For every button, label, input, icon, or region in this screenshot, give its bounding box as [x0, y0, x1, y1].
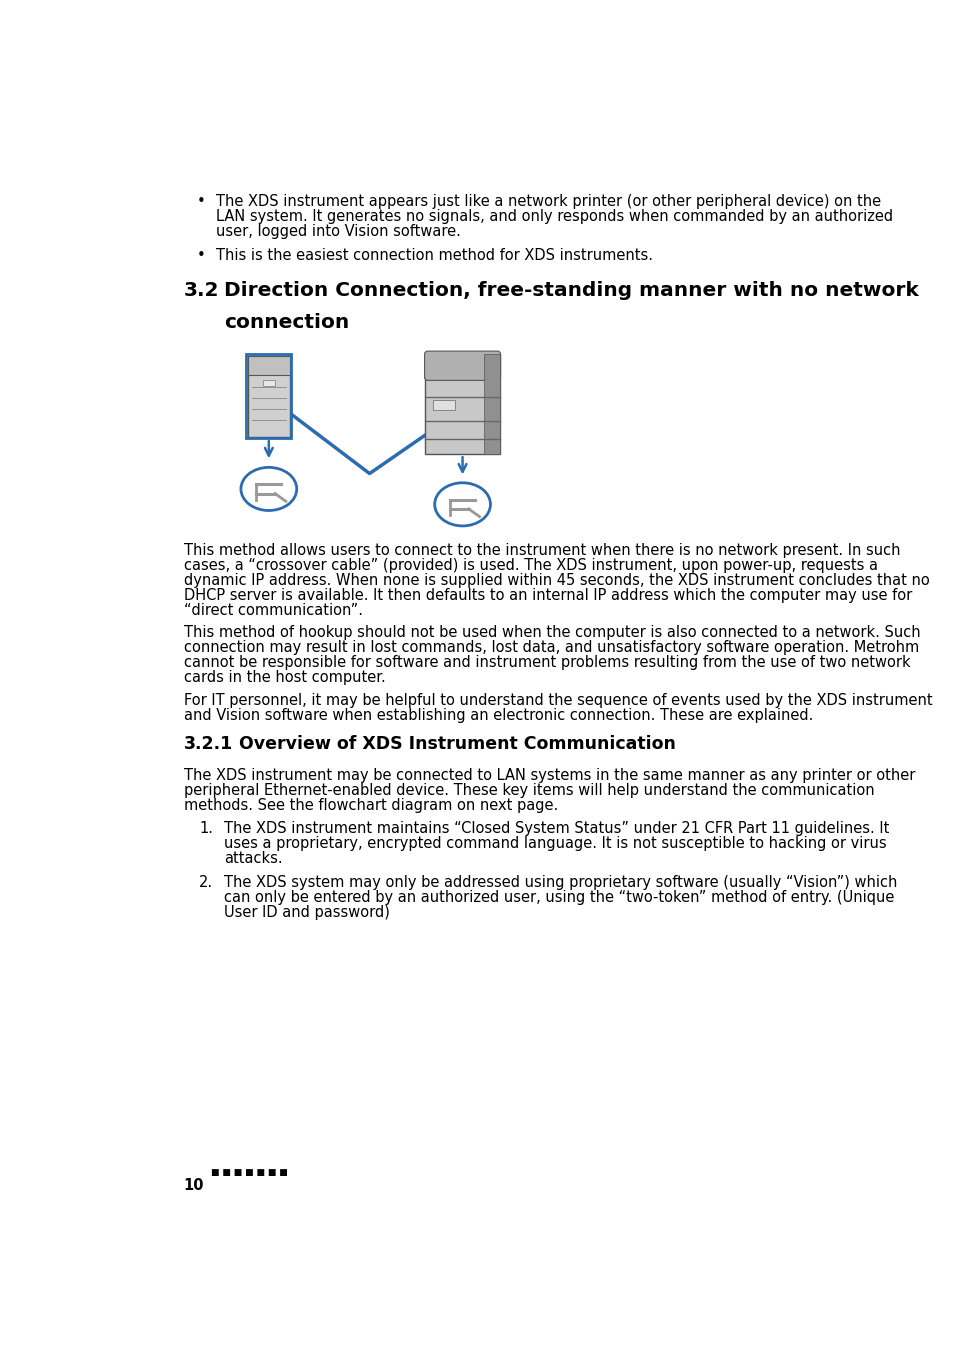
Text: 2.: 2. [199, 875, 213, 890]
Text: connection: connection [224, 313, 349, 332]
Text: uses a proprietary, encrypted command language. It is not susceptible to hacking: uses a proprietary, encrypted command la… [224, 836, 885, 850]
Text: The XDS instrument may be connected to LAN systems in the same manner as any pri: The XDS instrument may be connected to L… [183, 768, 914, 783]
FancyBboxPatch shape [248, 356, 290, 375]
Text: cases, a “crossover cable” (provided) is used. The XDS instrument, upon power-up: cases, a “crossover cable” (provided) is… [183, 558, 877, 572]
Text: •: • [196, 194, 205, 209]
Text: User ID and password): User ID and password) [224, 904, 390, 919]
Text: dynamic IP address. When none is supplied within 45 seconds, the XDS instrument : dynamic IP address. When none is supplie… [183, 572, 928, 587]
FancyBboxPatch shape [248, 356, 290, 436]
Text: This is the easiest connection method for XDS instruments.: This is the easiest connection method fo… [216, 248, 653, 263]
FancyBboxPatch shape [262, 379, 274, 386]
Text: 3.2.1: 3.2.1 [183, 734, 233, 753]
Text: user, logged into Vision software.: user, logged into Vision software. [216, 224, 460, 239]
Text: Direction Connection, free-standing manner with no network: Direction Connection, free-standing mann… [224, 281, 918, 301]
Text: ■ ■ ■ ■ ■ ■ ■: ■ ■ ■ ■ ■ ■ ■ [211, 1168, 287, 1177]
FancyBboxPatch shape [424, 351, 500, 381]
Text: The XDS instrument appears just like a network printer (or other peripheral devi: The XDS instrument appears just like a n… [216, 194, 881, 209]
Text: “direct communication”.: “direct communication”. [183, 603, 362, 618]
Ellipse shape [435, 483, 490, 526]
Text: 10: 10 [183, 1179, 204, 1193]
FancyBboxPatch shape [425, 354, 499, 455]
Text: connection may result in lost commands, lost data, and unsatisfactory software o: connection may result in lost commands, … [183, 640, 918, 656]
Text: Overview of XDS Instrument Communication: Overview of XDS Instrument Communication [239, 734, 676, 753]
Text: The XDS system may only be addressed using proprietary software (usually “Vision: The XDS system may only be addressed usi… [224, 875, 897, 890]
Text: 3.2: 3.2 [183, 281, 219, 301]
Text: This method of hookup should not be used when the computer is also connected to : This method of hookup should not be used… [183, 625, 920, 640]
Text: LAN system. It generates no signals, and only responds when commanded by an auth: LAN system. It generates no signals, and… [216, 209, 892, 224]
Text: This method allows users to connect to the instrument when there is no network p: This method allows users to connect to t… [183, 543, 899, 558]
Text: cards in the host computer.: cards in the host computer. [183, 671, 385, 686]
Text: •: • [196, 248, 205, 263]
Text: cannot be responsible for software and instrument problems resulting from the us: cannot be responsible for software and i… [183, 656, 909, 671]
Text: and Vision software when establishing an electronic connection. These are explai: and Vision software when establishing an… [183, 707, 812, 724]
Text: methods. See the flowchart diagram on next page.: methods. See the flowchart diagram on ne… [183, 798, 558, 813]
Text: The XDS instrument maintains “Closed System Status” under 21 CFR Part 11 guideli: The XDS instrument maintains “Closed Sys… [224, 821, 888, 836]
FancyBboxPatch shape [433, 400, 455, 410]
Text: 1.: 1. [199, 821, 213, 836]
Text: attacks.: attacks. [224, 850, 282, 865]
Text: peripheral Ethernet-enabled device. These key items will help understand the com: peripheral Ethernet-enabled device. Thes… [183, 783, 873, 798]
Text: DHCP server is available. It then defaults to an internal IP address which the c: DHCP server is available. It then defaul… [183, 587, 911, 603]
Text: can only be entered by an authorized user, using the “two-token” method of entry: can only be entered by an authorized use… [224, 890, 893, 905]
Text: For IT personnel, it may be helpful to understand the sequence of events used by: For IT personnel, it may be helpful to u… [183, 693, 931, 707]
Ellipse shape [241, 467, 296, 510]
FancyBboxPatch shape [484, 354, 499, 455]
